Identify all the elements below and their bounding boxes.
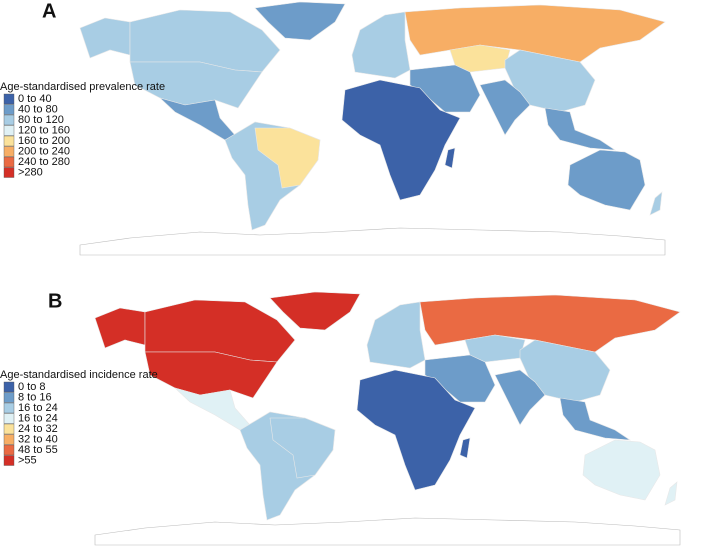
legend-label: 0 to 40	[18, 93, 52, 105]
legend-label: 200 to 240	[18, 145, 70, 157]
legend-swatch	[3, 125, 15, 136]
legend-swatch	[3, 444, 15, 456]
legend-label: 8 to 16	[18, 391, 52, 403]
legend-swatch	[3, 455, 15, 466]
legend-swatch	[3, 114, 15, 126]
legend-swatch	[3, 381, 15, 393]
legend-label: 48 to 55	[18, 444, 58, 456]
legend-label: 16 to 24	[18, 412, 58, 424]
legend-label: 24 to 32	[18, 423, 58, 435]
legend-swatch	[3, 434, 15, 445]
legend-label: 32 to 40	[18, 433, 58, 445]
legend-swatch	[3, 104, 15, 115]
legend-swatch	[3, 146, 15, 157]
legend-swatch	[3, 135, 15, 147]
panel-label: A	[42, 0, 56, 22]
legend-label: 240 to 280	[18, 156, 70, 168]
legend-title: Age-standardised incidence rate	[0, 369, 158, 381]
legend-label: 0 to 8	[18, 381, 46, 393]
legend-swatch	[3, 93, 15, 105]
legend-swatch	[3, 402, 15, 414]
map-a	[79, 1, 666, 256]
legend-swatch	[3, 167, 15, 178]
legend-label: 160 to 200	[18, 135, 70, 147]
legend-swatch	[3, 423, 15, 435]
legend-label: 40 to 80	[18, 103, 58, 115]
legend-label: 16 to 24	[18, 402, 58, 414]
legend-title: Age-standardised prevalence rate	[0, 81, 165, 93]
legend-label: 80 to 120	[18, 114, 64, 126]
panel-label: B	[48, 290, 62, 312]
legend-label: >280	[18, 166, 43, 178]
legend-swatch	[3, 413, 15, 424]
map-b	[94, 291, 681, 546]
legend-label: 120 to 160	[18, 124, 70, 136]
legend-swatch	[3, 156, 15, 168]
legend-label: >55	[18, 454, 37, 466]
legend-swatch	[3, 392, 15, 403]
